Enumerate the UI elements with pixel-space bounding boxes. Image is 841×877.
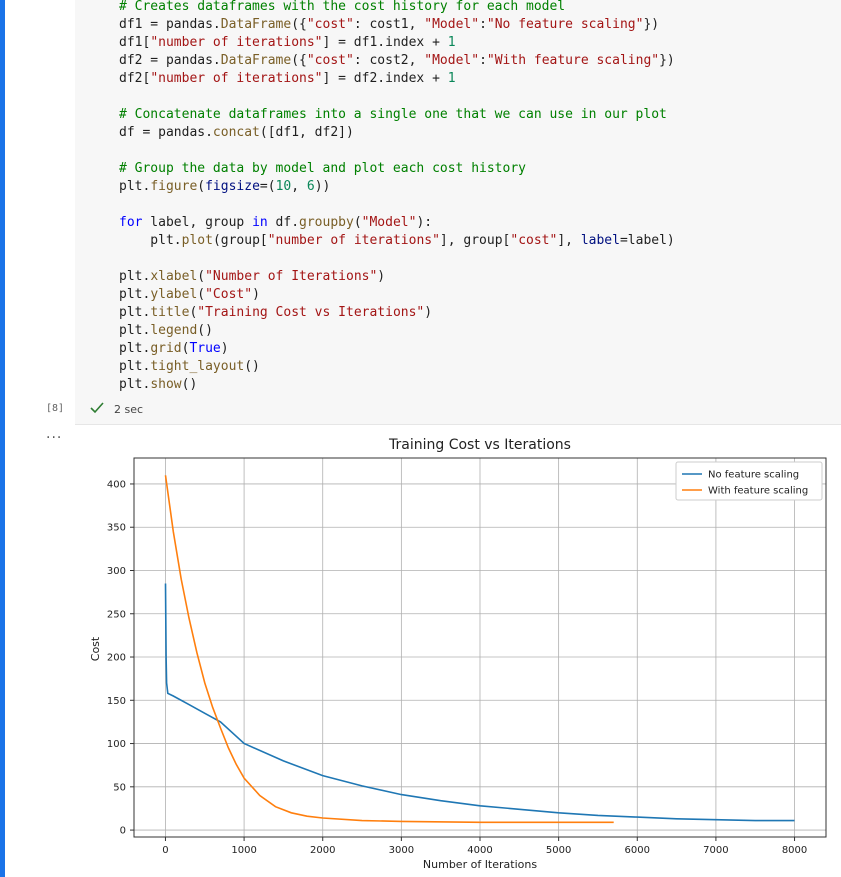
legend-label-2: With feature scaling [708, 486, 808, 497]
plot-frame [133, 457, 827, 838]
cost-chart: Training Cost vs Iterations Cost Number … [89, 437, 827, 871]
x-tick-label: 6000 [625, 845, 650, 856]
grid-lines [134, 458, 826, 837]
chart-title: Training Cost vs Iterations [388, 437, 571, 453]
y-tick-label: 250 [107, 609, 126, 620]
series-line-1 [164, 583, 795, 822]
code-line-3: df1["number of iterations"] = df1.index … [119, 35, 456, 50]
x-tick-label: 3000 [389, 845, 414, 856]
code-line-20: plt.grid(True) [119, 341, 229, 356]
code-line-21: plt.tight_layout() [119, 359, 260, 374]
y-tick-label: 50 [113, 782, 126, 793]
code-line-2: df1 = pandas.DataFrame({"cost": cost1, "… [119, 17, 660, 32]
code-editor[interactable]: # Creates dataframes with the cost histo… [119, 0, 675, 394]
code-line-5: df2["number of iterations"] = df2.index … [119, 71, 456, 86]
y-tick-label: 300 [107, 566, 126, 577]
code-line-7: # Concatenate dataframes into a single o… [119, 107, 667, 122]
active-cell-indicator [0, 0, 5, 877]
y-tick-label: 150 [107, 696, 126, 707]
code-line-14: plt.plot(group["number of iterations"], … [119, 233, 675, 248]
code-line-17: plt.ylabel("Cost") [119, 287, 260, 302]
y-tick-label: 350 [107, 523, 126, 534]
x-axis-label: Number of Iterations [423, 858, 537, 871]
code-line-10: # Group the data by model and plot each … [119, 161, 526, 176]
x-tick-label: 1000 [231, 845, 256, 856]
check-icon [90, 402, 104, 414]
legend-box [675, 461, 823, 501]
code-line-8: df = pandas.concat([df1, df2]) [119, 125, 354, 140]
code-line-4: df2 = pandas.DataFrame({"cost": cost2, "… [119, 53, 675, 68]
output-menu-button[interactable]: ... [46, 426, 63, 442]
x-tick-label: 4000 [467, 845, 492, 856]
x-tick-label: 8000 [782, 845, 807, 856]
code-cell[interactable]: # Creates dataframes with the cost histo… [75, 0, 841, 425]
x-tick-label: 0 [162, 845, 168, 856]
code-line-16: plt.xlabel("Number of Iterations") [119, 269, 386, 284]
series-lines [164, 475, 795, 824]
execution-duration: 2 sec [114, 403, 144, 416]
y-axis-label: Cost [89, 636, 102, 661]
code-line-22: plt.show() [119, 377, 198, 392]
code-line-18: plt.title("Training Cost vs Iterations") [119, 305, 433, 320]
y-tick-label: 400 [107, 479, 126, 490]
code-line-19: plt.legend() [119, 323, 213, 338]
x-tick-label: 5000 [546, 845, 571, 856]
x-tick-label: 7000 [703, 845, 728, 856]
axis-ticks: 0 1000 2000 3000 4000 5000 6000 7000 8000 0 50 100 1… [107, 479, 807, 856]
series-line-2 [164, 475, 614, 824]
execution-count: [8] [46, 403, 65, 414]
x-tick-label: 2000 [310, 845, 335, 856]
y-tick-label: 0 [120, 826, 126, 837]
chart-legend: No feature scaling With feature scaling [675, 461, 823, 501]
y-tick-label: 100 [107, 739, 126, 750]
code-line-11: plt.figure(figsize=(10, 6)) [119, 179, 331, 194]
code-line-13: for label, group in df.groupby("Model"): [119, 215, 433, 230]
code-line-1: # Creates dataframes with the cost histo… [119, 0, 566, 14]
legend-label-1: No feature scaling [708, 470, 799, 481]
y-tick-label: 200 [107, 653, 126, 664]
